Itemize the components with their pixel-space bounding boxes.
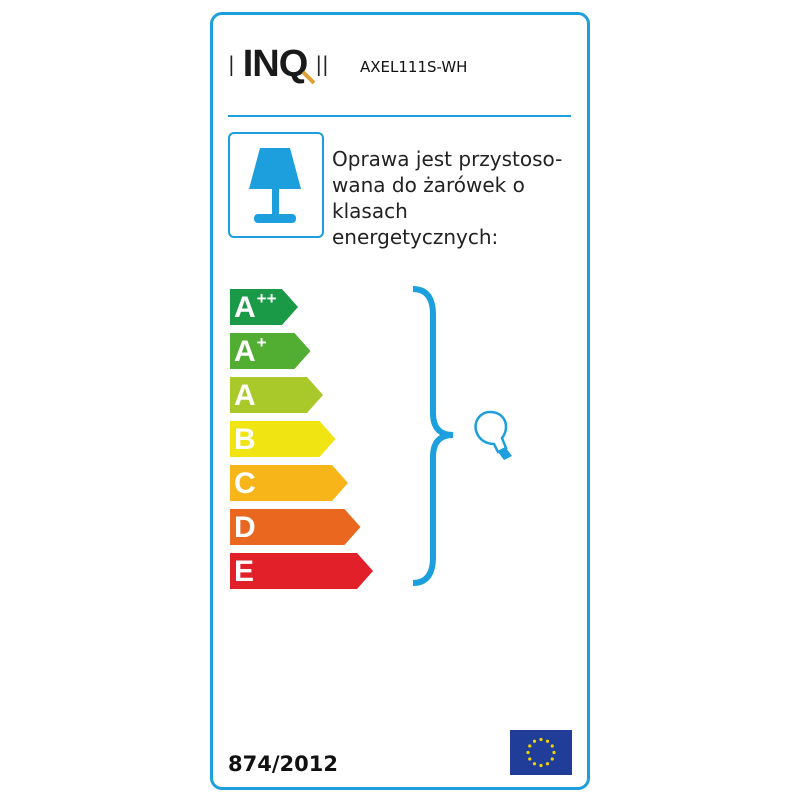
description-line: Oprawa jest przystoso- (332, 147, 563, 171)
energy-class-a: A (230, 377, 323, 413)
eu-star (532, 762, 537, 766)
logo-accent (301, 70, 316, 85)
eu-star (552, 750, 556, 755)
class-arrow (230, 289, 298, 325)
description-line: wana do żarówek o (332, 173, 525, 197)
brand-logo: | INQ || (228, 42, 329, 85)
class-letter: B (234, 423, 256, 456)
class-arrow (230, 465, 348, 501)
energy-class-b: B (230, 421, 336, 457)
energy-class-aplusplus: A ++ (230, 289, 298, 325)
regulation-number: 874/2012 (228, 752, 338, 776)
energy-class-aplus: A + (230, 333, 311, 369)
class-label: A ++ (234, 289, 277, 327)
class-letter: A (234, 291, 256, 324)
eu-star (550, 744, 554, 748)
eu-star (545, 762, 550, 766)
class-arrow (230, 553, 373, 589)
class-arrow (230, 333, 311, 369)
description: Oprawa jest przystoso- wana do żarówek o… (332, 146, 562, 250)
model-number: AXEL111S-WH (360, 58, 468, 76)
eu-star (528, 757, 532, 761)
class-arrow (230, 509, 361, 545)
class-letter: D (234, 511, 256, 544)
class-letter: C (234, 467, 256, 500)
class-label: E (234, 553, 254, 591)
class-letter: A (234, 335, 256, 368)
eu-star (539, 763, 543, 768)
class-label: A + (234, 333, 267, 371)
logo-bar-left: | (228, 52, 235, 76)
class-letter: A (234, 379, 256, 412)
class-sup: + (256, 333, 267, 352)
description-line: energetycznych: (332, 225, 499, 249)
class-label: D (234, 509, 256, 547)
logo-text: INQ (242, 42, 309, 85)
class-letter: E (234, 555, 255, 588)
class-label: B (234, 421, 256, 459)
energy-class-d: D (230, 509, 361, 545)
eu-star (550, 757, 554, 761)
class-label: C (234, 465, 256, 503)
eu-star (539, 737, 543, 742)
eu-star (532, 739, 537, 743)
eu-star (528, 744, 532, 748)
class-arrow (230, 421, 336, 457)
description-line: klasach (332, 199, 408, 223)
class-arrow (230, 377, 323, 413)
table-lamp-icon (228, 132, 324, 238)
eu-flag (510, 730, 572, 775)
class-sup: ++ (256, 289, 277, 308)
energy-class-c: C (230, 465, 348, 501)
divider (228, 115, 571, 117)
energy-class-e: E (230, 553, 373, 589)
curly-brace (412, 286, 454, 586)
eu-star (526, 750, 530, 755)
light-bulb-icon (474, 410, 512, 460)
class-label: A (234, 377, 256, 415)
logo-bar-right: || (315, 52, 329, 76)
eu-star (545, 739, 550, 743)
label-frame (210, 12, 590, 790)
